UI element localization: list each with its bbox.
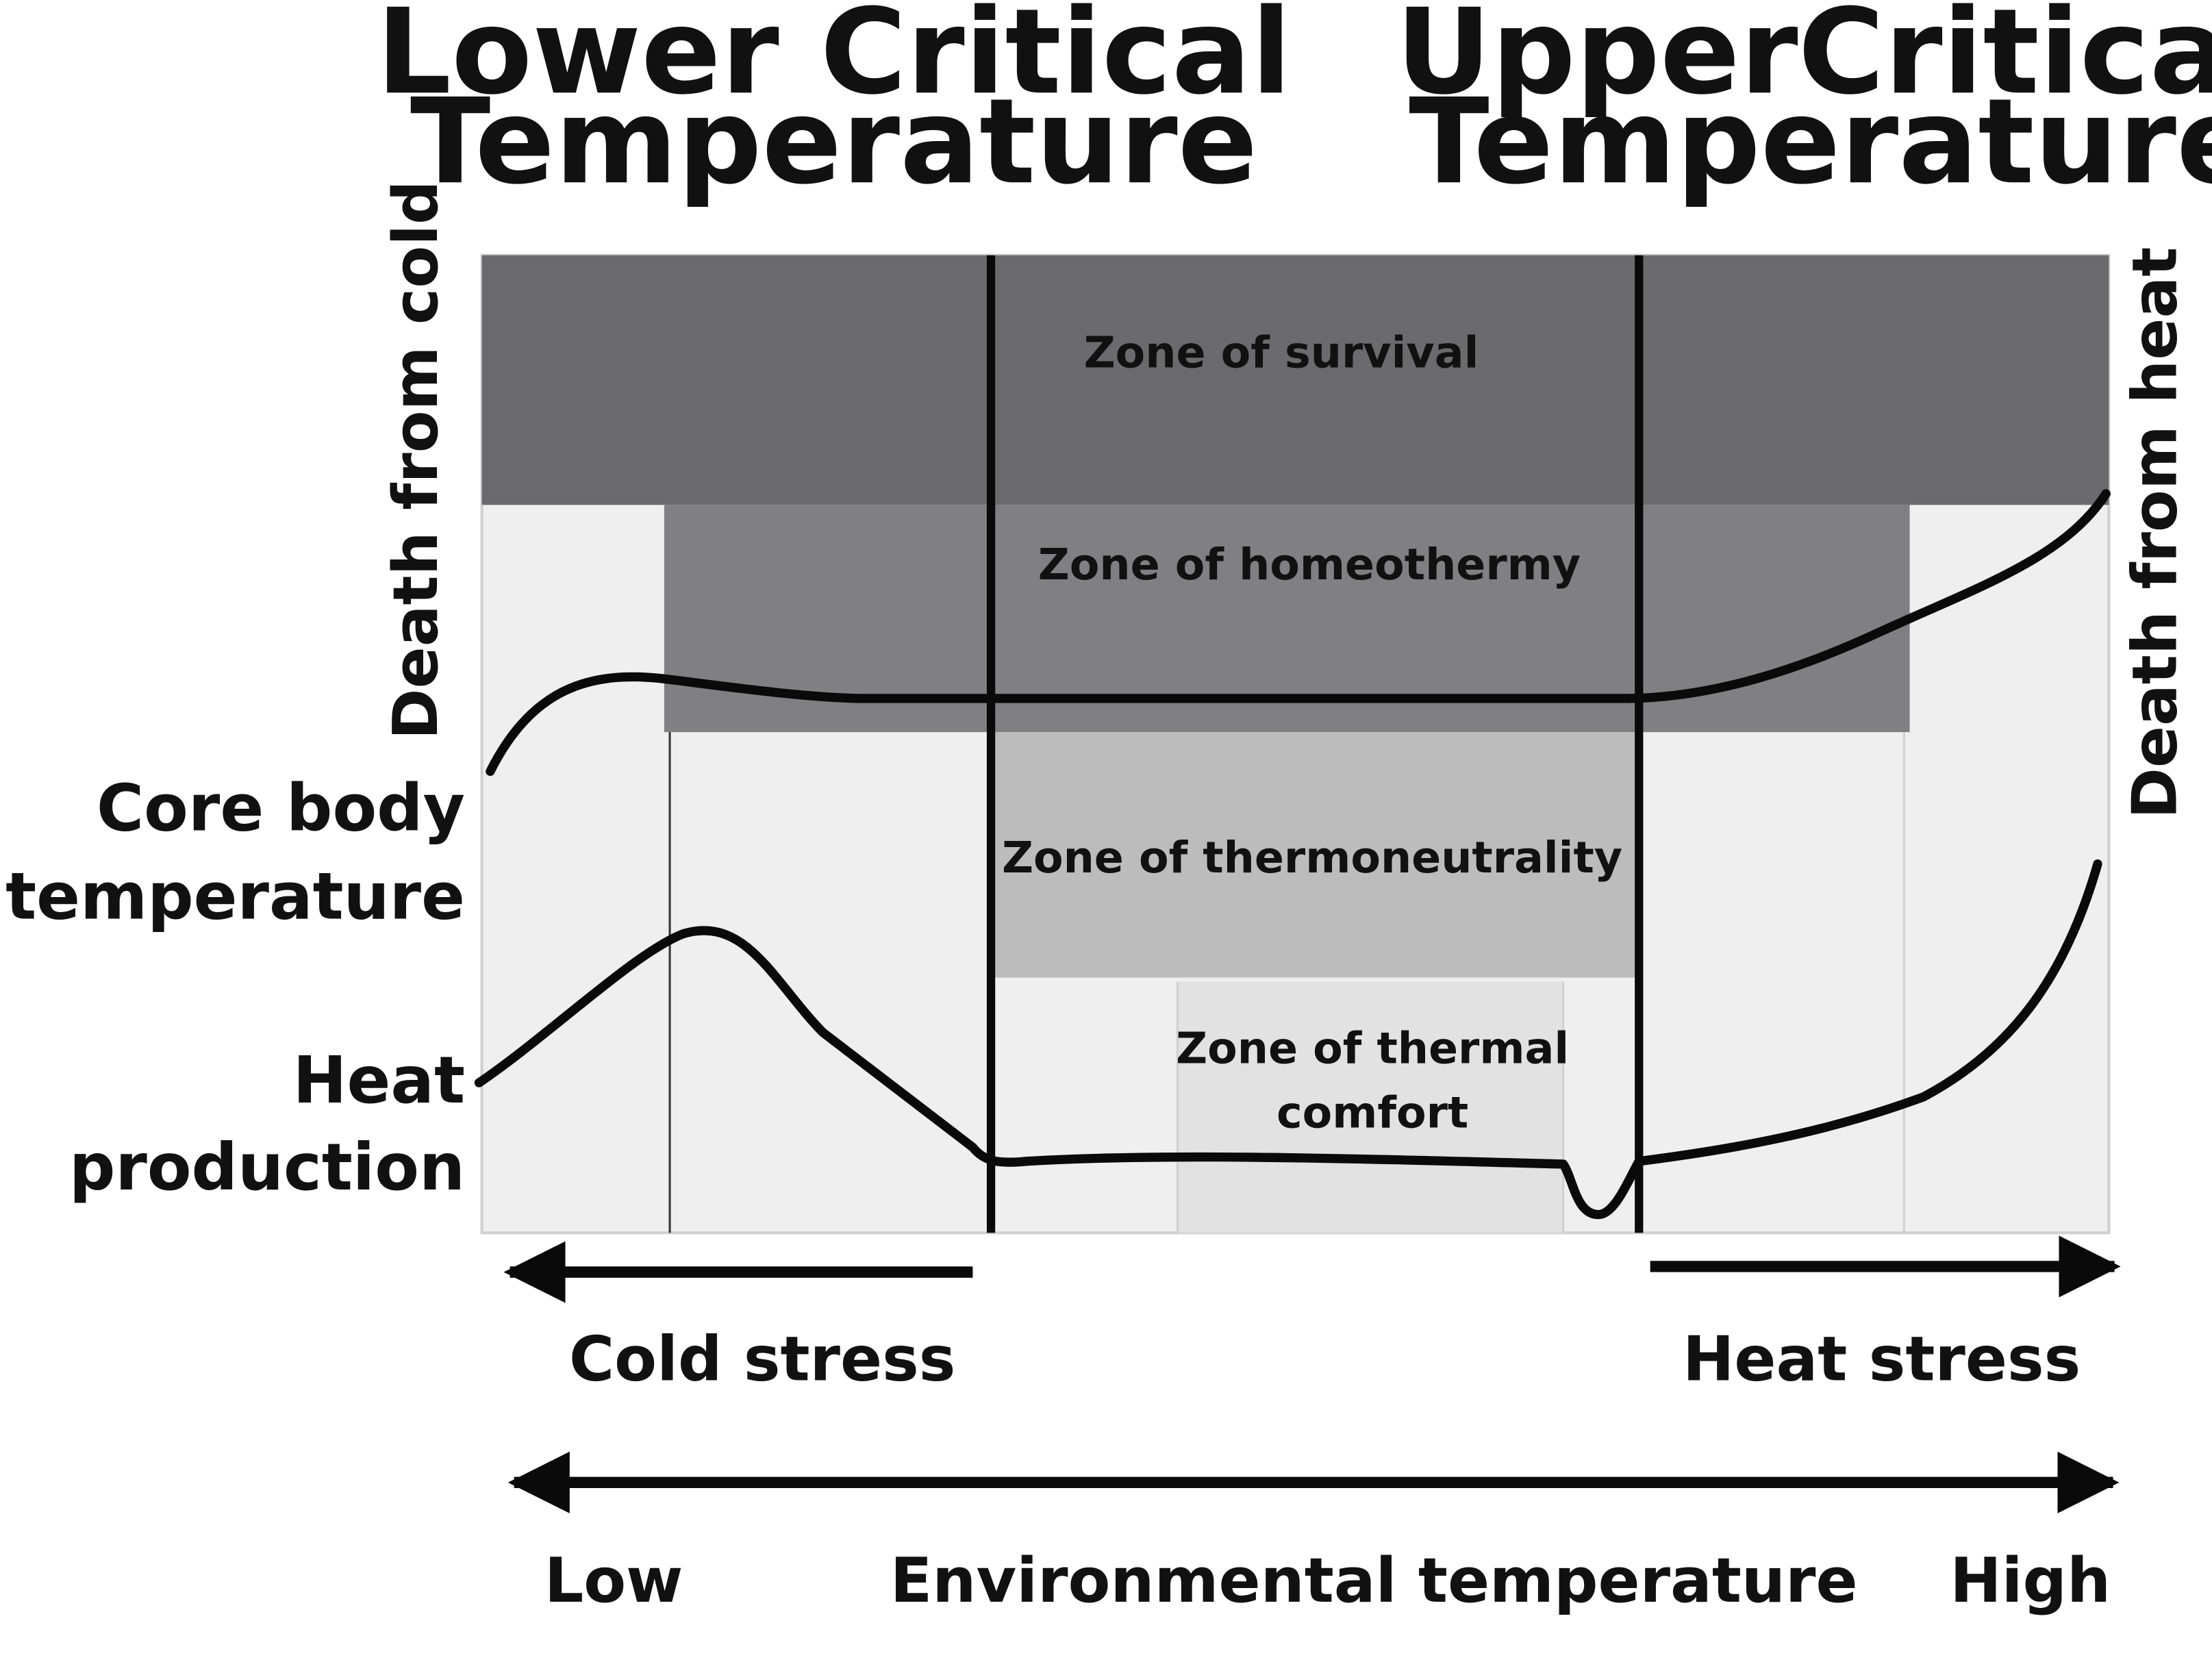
upper-critical-temperature-label-line2: Temperature [1409, 73, 2212, 210]
heat-production-label: Heat [293, 1044, 465, 1118]
core-body-temperature-curve [486, 489, 2111, 777]
axis-high-label: High [1950, 1545, 2111, 1617]
heat-production-curve [474, 859, 2102, 1220]
death-from-heat-label: Death from heat [2120, 247, 2191, 819]
axis-title: Environmental temperature [890, 1545, 1858, 1617]
zone-of-homeothermy-label: Zone of homeothermy [1038, 539, 1581, 590]
cold-stress-label: Cold stress [569, 1323, 955, 1395]
zone-thermoneutrality-panel [991, 732, 1639, 978]
zone-survival-panel [481, 255, 2109, 505]
death-from-cold-label: Death from cold [380, 180, 452, 740]
zone-of-thermal-comfort-label-line2: comfort [1277, 1087, 1468, 1138]
axis-low-label: Low [544, 1545, 683, 1617]
lower-critical-temperature-label-line2: Temperature [410, 73, 1257, 210]
core-body-temperature-label: Core body [97, 771, 465, 846]
heat-stress-label: Heat stress [1683, 1323, 2081, 1395]
zone-of-survival-label: Zone of survival [1084, 327, 1479, 378]
upper-critical-temperature-label: UpperCritical [1396, 0, 2212, 121]
heat-production-label-line2: production [69, 1131, 465, 1205]
zone-of-thermal-comfort-label: Zone of thermal [1176, 1022, 1569, 1073]
core-body-temperature-label-line2: temperature [5, 860, 465, 935]
zone-thermal-comfort-panel [1177, 981, 1563, 1233]
lower-critical-temperature-label: Lower Critical [376, 0, 1291, 121]
zone-of-thermoneutrality-label: Zone of thermoneutrality [1002, 832, 1622, 883]
